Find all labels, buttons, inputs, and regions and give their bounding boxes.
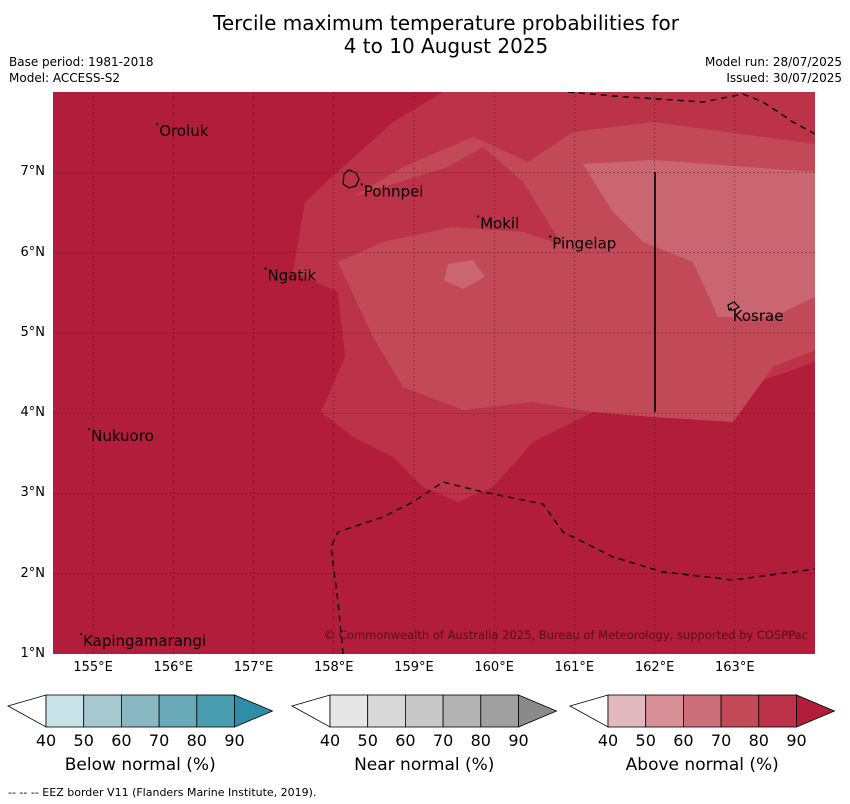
colorbar-tick-label: 40 <box>35 731 57 750</box>
place-label: Kapingamarangi <box>83 632 206 650</box>
lat-tick-label: 4°N <box>20 405 46 421</box>
lon-tick-label: 155°E <box>73 660 113 675</box>
colorbar-tick-label: 70 <box>710 731 732 750</box>
lon-tick-label: 156°E <box>153 660 194 675</box>
place-label: Ngatik <box>268 267 317 285</box>
lon-tick-label: 157°E <box>233 660 274 675</box>
colorbar-tick-label: 50 <box>73 731 94 750</box>
colorbar-segment <box>720 694 760 728</box>
colorbar-segment <box>607 694 647 728</box>
region-above-60-patch <box>444 260 485 289</box>
place-marker <box>549 235 552 238</box>
place-label: Pingelap <box>552 235 616 253</box>
colorbar-tick-label: 70 <box>148 731 170 750</box>
colorbar-segment <box>45 694 85 728</box>
place-label: Pohnpei <box>364 182 424 200</box>
colorbar-segment <box>329 694 369 728</box>
eez-border-south <box>330 481 816 655</box>
colorbar-tick-label: 80 <box>470 731 491 750</box>
colorbar-tick-label: 70 <box>432 731 454 750</box>
colorbar-tick-label: 80 <box>186 731 207 750</box>
colorbar <box>6 694 274 728</box>
colorbar-tick-label: 60 <box>673 731 694 750</box>
lon-tick-label: 161°E <box>554 660 595 675</box>
place-marker <box>729 307 732 310</box>
colorbar-high-arrow <box>796 694 836 728</box>
colorbar-segment <box>442 694 482 728</box>
lat-tick-label: 1°N <box>20 646 46 661</box>
colorbar-tick-label: 60 <box>111 731 132 750</box>
title-line-2: 4 to 10 August 2025 <box>343 34 549 58</box>
colorbar-segment <box>683 694 722 728</box>
colorbar-segment <box>121 694 160 728</box>
colorbar-high-arrow <box>518 694 558 728</box>
colorbar-tick-label: 80 <box>748 731 769 750</box>
lon-tick-label: 158°E <box>313 660 354 675</box>
colorbar-high-arrow <box>234 694 274 728</box>
place-marker <box>360 183 363 186</box>
colorbar-segment <box>367 694 406 728</box>
colorbar-low-arrow <box>6 694 47 728</box>
kosrae-island <box>727 301 740 311</box>
colorbar-tick-label: 40 <box>597 731 619 750</box>
place-label: Mokil <box>480 214 519 232</box>
colorbar-title: Near normal (%) <box>354 755 495 775</box>
colorbar <box>290 694 558 728</box>
base-period: Base period: 1981-2018 <box>9 55 154 69</box>
colorbar-segment <box>158 694 198 728</box>
lat-tick-label: 3°N <box>20 485 46 501</box>
colorbar-segment <box>83 694 122 728</box>
title-line-1: Tercile maximum temperature probabilitie… <box>213 11 679 35</box>
copyright-note: © Commonwealth of Australia 2025, Bureau… <box>324 628 808 642</box>
place-marker <box>79 632 83 636</box>
lon-tick-label: 163°E <box>715 660 755 675</box>
lon-tick-label: 162°E <box>634 660 675 675</box>
colorbar-tick-label: 90 <box>786 731 807 750</box>
colorbar-tick-label: 50 <box>357 731 378 750</box>
lat-tick-label: 5°N <box>20 324 46 340</box>
region-above-60 <box>583 160 815 317</box>
colorbar-graphics <box>6 694 836 728</box>
colorbar-title: Above normal (%) <box>625 755 779 775</box>
place-label: Nukuoro <box>91 427 154 445</box>
lat-tick-label: 2°N <box>20 565 46 581</box>
lon-tick-label: 160°E <box>474 660 514 675</box>
colorbar-segment <box>480 694 519 728</box>
issued-date: Issued: 30/07/2025 <box>726 71 842 85</box>
colorbar-tick-label: 60 <box>395 731 416 750</box>
colorbar-segment <box>404 694 444 728</box>
place-marker <box>87 428 91 431</box>
model-name: Model: ACCESS-S2 <box>9 71 121 85</box>
eez-footnote: -- -- -- EEZ border V11 (Flanders Marine… <box>8 786 317 799</box>
colorbar-segment <box>645 694 684 728</box>
place-labels: Oroluk Pohnpei Mokil Pingelap Ngatik Kosrae Nu… <box>79 122 784 650</box>
place-label: Kosrae <box>733 307 784 325</box>
colorbar-tick-label: 90 <box>508 731 529 750</box>
pohnpei-island <box>342 169 360 189</box>
model-run: Model run: 28/07/2025 <box>704 55 842 69</box>
eez-border-north <box>567 91 816 135</box>
place-marker <box>477 215 480 218</box>
colorbar-segment <box>196 694 235 728</box>
probability-map[interactable]: Oroluk Pohnpei Mokil Pingelap Ngatik Kosrae Nu… <box>53 91 816 655</box>
lat-tick-label: 6°N <box>20 244 46 260</box>
map-panel[interactable]: Oroluk Pohnpei Mokil Pingelap Ngatik Kosrae Nu… <box>53 91 816 655</box>
colorbar-low-arrow <box>568 694 609 728</box>
colorbar-tick-label: 90 <box>224 731 245 750</box>
place-label: Oroluk <box>159 122 208 140</box>
place-marker <box>156 123 159 126</box>
map-title: Tercile maximum temperature probabilitie… <box>0 12 850 58</box>
colorbar-segment <box>758 694 797 728</box>
colorbar-title: Below normal (%) <box>64 755 216 775</box>
lat-tick-label: 7°N <box>20 164 46 180</box>
lon-tick-label: 159°E <box>394 660 434 675</box>
colorbar <box>568 694 836 728</box>
colorbar-tick-label: 50 <box>635 731 656 750</box>
place-marker <box>264 267 267 270</box>
colorbar-tick-label: 40 <box>319 731 341 750</box>
colorbar-low-arrow <box>290 694 331 728</box>
